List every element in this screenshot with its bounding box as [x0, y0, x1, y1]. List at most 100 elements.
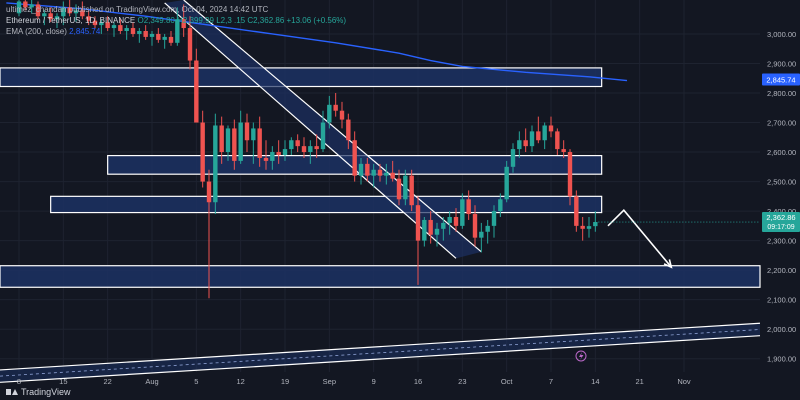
candle	[593, 211, 598, 232]
projection-arrow	[607, 209, 673, 269]
candle	[162, 33, 167, 49]
ema-line	[6, 2, 628, 82]
candle-body	[384, 172, 389, 176]
channel-line	[164, 2, 457, 259]
candle-body	[124, 28, 129, 31]
candle	[409, 169, 414, 212]
candle	[327, 95, 332, 129]
time-tick-label: 22	[103, 377, 111, 386]
candle	[48, 7, 53, 23]
candle	[548, 116, 554, 138]
candle-body	[548, 125, 554, 132]
flash-icon[interactable]	[575, 350, 587, 362]
candle	[403, 169, 408, 206]
tradingview-logo-text: TradingView	[21, 387, 71, 397]
candle	[434, 222, 440, 247]
candle	[580, 217, 585, 241]
candle-body	[472, 214, 478, 238]
last-price-text: 2,362.86	[766, 213, 795, 222]
candle-body	[447, 217, 452, 223]
flash-icon-circle	[575, 350, 587, 362]
candle	[510, 143, 516, 173]
trend-line	[0, 322, 761, 371]
candle	[371, 163, 376, 188]
candle	[567, 149, 573, 206]
price-tick-label: 2,400.00	[767, 207, 796, 216]
price-tick-label: 1,900.00	[767, 355, 796, 364]
candle	[175, 7, 180, 46]
time-tick-label: Sep	[323, 377, 336, 386]
tradingview-logo[interactable]: TradingView	[6, 387, 71, 397]
indicator-name[interactable]: EMA (200, close)	[6, 27, 67, 36]
time-tick-label: Aug	[145, 377, 158, 386]
candle	[352, 131, 357, 182]
candle	[523, 128, 528, 153]
candle-body	[523, 140, 528, 147]
support-resistance-zone	[50, 195, 603, 214]
candle-body	[276, 152, 281, 155]
time-tick-label: 14	[591, 377, 599, 386]
candle-body	[498, 199, 503, 212]
candle	[263, 140, 269, 170]
candle	[498, 193, 503, 217]
candle	[219, 116, 224, 164]
publish-line: ultimez_chandan published on TradingView…	[6, 5, 269, 14]
candle	[504, 160, 509, 203]
candle	[92, 16, 98, 29]
candle	[377, 163, 383, 182]
candle-body	[536, 131, 541, 141]
candle-body	[320, 122, 326, 150]
symbol-line: Ethereum / TetherUS, 1D, BINANCE O2,349.…	[6, 15, 346, 26]
candle-body	[314, 146, 319, 150]
candle-body	[295, 140, 300, 147]
candle	[35, 1, 41, 20]
ohlc-values: 2,349.80 H2,399.99 L2,3 .15 C2,362.86 +1…	[143, 16, 347, 25]
candle	[282, 140, 288, 161]
countdown-text: 09:17:09	[767, 224, 794, 231]
candle	[422, 217, 427, 247]
candle	[232, 119, 237, 170]
candle-body	[289, 140, 294, 150]
ema-200-line	[6, 2, 628, 82]
candle	[466, 190, 471, 220]
channel-line	[183, 0, 482, 253]
candle	[156, 28, 161, 43]
candle	[308, 140, 313, 164]
candle	[384, 163, 389, 185]
candle-body	[346, 119, 351, 141]
candle-body	[555, 131, 560, 150]
candle	[289, 137, 294, 155]
candle	[333, 93, 338, 117]
candle-body	[282, 149, 288, 155]
candle-body	[434, 228, 440, 235]
candle-body	[542, 125, 547, 141]
candle-body	[301, 146, 307, 153]
candle-body	[105, 22, 110, 29]
candle-body	[428, 219, 433, 235]
candle-body	[42, 13, 47, 17]
candle	[251, 122, 256, 164]
candle-body	[200, 122, 205, 182]
candle-body	[162, 36, 167, 40]
ema-price-tag	[762, 73, 800, 86]
candle-body	[415, 205, 421, 241]
candle-body	[175, 19, 180, 43]
symbol-name[interactable]: Ethereum / TetherUS, 1D, BINANCE	[6, 16, 136, 25]
ema-price-text: 2,845.74	[766, 75, 795, 84]
candle-body	[80, 10, 85, 17]
candle	[276, 140, 281, 164]
time-tick-label: 7	[549, 377, 553, 386]
time-axis[interactable]: 8 15 22 Aug 5 12 19 Sep 9 16 23 Oct 7 14 21 Nov	[17, 377, 691, 386]
price-axis[interactable]: 3,000.00 2,900.00 2,800.00 2,700.00 2,600.00…	[767, 30, 796, 364]
candle-body	[308, 146, 313, 153]
candle-body	[244, 122, 250, 141]
candle	[225, 125, 231, 161]
candle-body	[35, 4, 41, 17]
candle-body	[504, 166, 509, 200]
candle	[491, 205, 497, 238]
candle-body	[453, 217, 459, 226]
candle-body	[23, 1, 28, 8]
candle	[339, 101, 345, 129]
candle	[124, 25, 129, 40]
